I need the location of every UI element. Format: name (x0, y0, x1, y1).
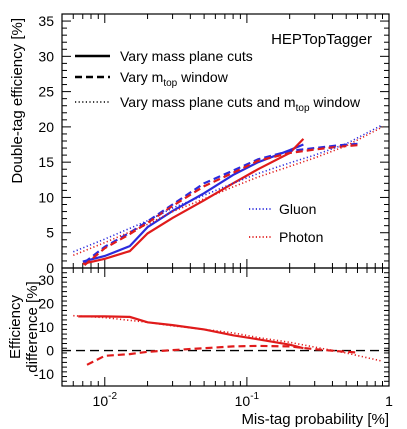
x-tick-label: 10-2 (93, 391, 118, 409)
x-tick-label: 10-1 (235, 391, 260, 409)
y-tick-label: 30 (38, 272, 54, 288)
series-line-solid-gluon (82, 143, 304, 263)
legend-dotted-text: Vary mass plane cuts and mtop window (120, 94, 361, 114)
y-axis-title-line1: Efficiency (7, 295, 24, 359)
y-tick-label: 0 (46, 260, 54, 276)
legend-text-tail: window (177, 69, 228, 85)
x-tick-label-exponent: -1 (250, 391, 259, 402)
legend-dashed-text: Vary mtop window (120, 69, 229, 89)
y-tick-label: 10 (38, 319, 54, 335)
legend-text-subscript: top (296, 103, 310, 114)
series-line-dotted-gluon (73, 124, 383, 253)
series-line-dashed-photon (83, 144, 358, 267)
y-axis-title: Double-tag efficiency [%] (9, 18, 26, 184)
y-tick-label: 20 (38, 295, 54, 311)
y-tick-label: 15 (38, 154, 54, 170)
y-tick-label: 0 (46, 343, 54, 359)
y-tick-label: 10 (38, 189, 54, 205)
upper-panel: 0 5 10 15 20 25 30 35 Double-tag efficiency [%] H… (9, 13, 390, 276)
x-tick-label: 1 (385, 393, 393, 409)
y-tick-label: 20 (38, 119, 54, 135)
series-line-dashed-gluon (83, 142, 358, 264)
legend-text-main: Vary m (120, 69, 163, 85)
y-tick-label: 25 (38, 84, 54, 100)
x-axis-title: Mis-tag probability [%] (241, 411, 389, 428)
legend-text-subscript: top (163, 78, 177, 89)
y-axis-title-line2: difference [%] (24, 281, 41, 372)
tagger-label: HEPTopTagger (271, 31, 372, 48)
legend-text-main: Vary mass plane cuts (120, 48, 253, 64)
series-line-dotted-photon (73, 126, 383, 257)
x-tick-label-base: 10 (93, 393, 109, 409)
legend-text-main: Vary mass plane cuts and m (120, 94, 296, 110)
y-tick-label: 5 (46, 225, 54, 241)
x-tick-label-base: 1 (385, 393, 393, 409)
y-tick-label: 30 (38, 48, 54, 64)
series-line-solid (78, 315, 304, 350)
legend-gluon-text: Gluon (279, 201, 316, 217)
y-tick-label: -10 (34, 366, 54, 382)
x-tick-label-base: 10 (235, 393, 251, 409)
legend-photon-text: Photon (279, 229, 323, 245)
x-tick-label-exponent: -2 (108, 391, 117, 402)
legend-solid-text: Vary mass plane cuts (120, 48, 253, 64)
legend-text-tail: window (310, 94, 361, 110)
series-line-dashed (86, 344, 358, 366)
y-tick-label: 35 (38, 13, 54, 29)
series-line-solid-photon (82, 138, 305, 265)
lower-frame (61, 267, 390, 387)
